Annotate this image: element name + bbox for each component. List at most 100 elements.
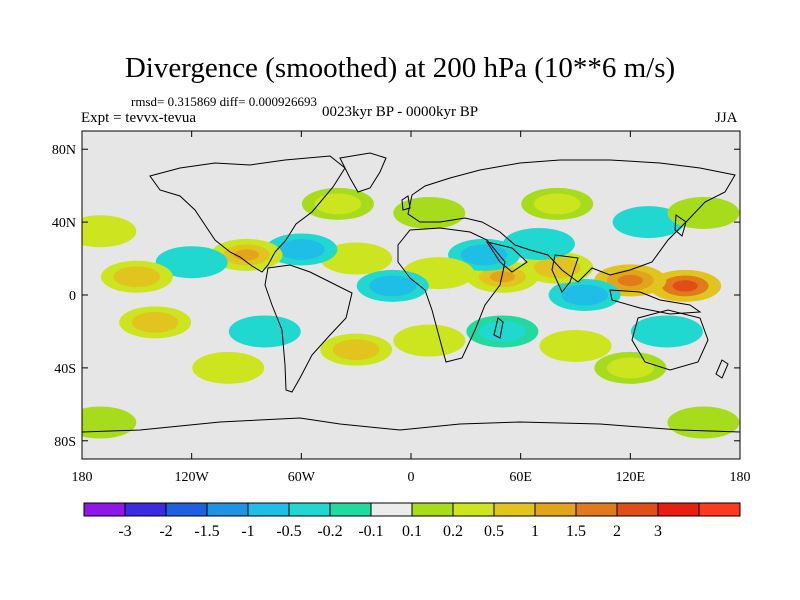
anomaly-contour-mid [332, 339, 380, 361]
anomaly-region [594, 351, 667, 384]
y-tick-label: 0 [69, 289, 76, 304]
anomaly-contour-mid [405, 330, 453, 351]
season-label: JJA [715, 110, 738, 126]
colorbar-swatch [165, 502, 208, 517]
anomaly-region [192, 351, 265, 384]
x-tick-label: 60W [288, 470, 316, 485]
anomaly-contour-mid [369, 275, 417, 297]
anomaly-region [228, 315, 301, 348]
anomaly-region [393, 324, 466, 357]
x-tick-label: 0 [408, 470, 415, 485]
divergence-field [82, 131, 740, 459]
x-tick-label: 60E [509, 470, 532, 485]
anomaly-contour-mid [241, 321, 289, 342]
colorbar-swatch [370, 502, 413, 517]
anomaly-region [82, 406, 137, 439]
colorbar-label: 2 [613, 523, 621, 540]
anomaly-contour-mid [82, 220, 124, 242]
anomaly-region [466, 315, 539, 348]
y-tick-label: 80N [52, 143, 76, 158]
anomaly-region [539, 330, 612, 363]
anomaly-region [265, 233, 338, 266]
anomaly-region [301, 187, 374, 220]
anomaly-contour-core [489, 271, 515, 283]
anomaly-region [667, 197, 740, 229]
colorbar-label: -0.2 [317, 523, 342, 540]
x-tick-label: 120E [616, 470, 646, 485]
anomaly-region [356, 269, 429, 302]
colorbar-swatch [616, 502, 659, 517]
colorbar-label: -1.5 [194, 523, 219, 540]
colorbar-swatch [83, 502, 126, 517]
colorbar-label: 3 [654, 523, 662, 540]
anomaly-contour-core [233, 249, 260, 261]
y-tick-label: 40N [52, 216, 76, 231]
anomaly-region [649, 269, 722, 302]
coastlines [82, 152, 740, 433]
anomaly-region [210, 238, 283, 271]
anomaly-region [667, 406, 740, 439]
y-tick-label: 80S [54, 435, 76, 450]
anomaly-contour-outer [82, 406, 137, 439]
anomaly-contour-mid [277, 239, 325, 260]
anomaly-contour-mid [643, 321, 691, 342]
anomaly-region [521, 187, 594, 220]
colorbar-label: -2 [159, 523, 172, 540]
colorbar-swatch [657, 502, 700, 517]
anomaly-contour-outer [393, 197, 466, 229]
anomaly-contour-mid [606, 357, 654, 379]
anomaly-contour-core [672, 280, 698, 292]
colorbar-label: -3 [118, 523, 131, 540]
anomaly-contour-mid [561, 284, 609, 306]
colorbar-swatch [493, 502, 536, 517]
anomaly-region [393, 197, 466, 229]
colorbar-label: -0.5 [276, 523, 301, 540]
anomaly-contour-mid [314, 193, 362, 215]
anomaly-contour-mid [131, 311, 179, 333]
anomaly-contour-mid [625, 211, 673, 233]
anomaly-contour-core [617, 274, 643, 287]
anomaly-contour-core [471, 249, 497, 261]
colorbar-swatch [329, 502, 372, 517]
colorbar-swatch [288, 502, 331, 517]
anomaly-region [548, 279, 621, 311]
anomaly-contour-outer [667, 197, 740, 229]
anomaly-region [320, 333, 393, 366]
x-tick-label: 120W [175, 470, 210, 485]
anomaly-region [82, 215, 137, 248]
anomaly-contour-mid [415, 262, 462, 284]
colorbar-label: 0.1 [402, 523, 422, 540]
anomaly-contour-outer [667, 406, 740, 439]
colorbar: -3 -2 -1.5 -1 -0.5 -0.2 -0.1 0.1 0.2 0.5 1 1.5 2 3 [83, 502, 741, 540]
colorbar-swatch [411, 502, 454, 517]
x-tick-label: 180 [730, 470, 751, 485]
colorbar-swatch [575, 502, 618, 517]
x-tick-label: 180 [72, 470, 93, 485]
colorbar-label: -0.1 [358, 523, 383, 540]
anomaly-contour-mid [168, 251, 216, 273]
anomaly-region [155, 246, 228, 279]
anomaly-contour-mid [478, 321, 526, 342]
experiment-label: Expt = tevvx-tevua [81, 110, 197, 126]
anomaly-region [630, 315, 703, 348]
anomaly-contour-mid [533, 257, 581, 279]
colorbar-swatch [247, 502, 290, 517]
anomaly-region [320, 242, 393, 275]
colorbar-label: 1 [531, 523, 539, 540]
anomaly-region [100, 260, 173, 293]
anomaly-region [119, 306, 192, 339]
anomaly-contour-mid [515, 233, 563, 255]
y-tick-label: 40S [54, 362, 76, 377]
colorbar-swatch [534, 502, 577, 517]
y-axis: 80N 40N 0 40S 80S [52, 143, 740, 450]
x-axis: 180 120W 60W 0 60E 120E 180 [72, 131, 751, 485]
colorbar-label: 0.2 [443, 523, 463, 540]
map-title: Divergence (smoothed) at 200 hPa (10**6 … [124, 52, 676, 84]
colorbar-swatch [452, 502, 495, 517]
stats-label: rmsd= 0.315869 diff= 0.000926693 [131, 94, 317, 109]
anomaly-contour-mid [204, 357, 252, 379]
colorbar-swatch [206, 502, 249, 517]
colorbar-swatch [698, 502, 741, 517]
period-label: 0023kyr BP - 0000kyr BP [322, 104, 479, 120]
